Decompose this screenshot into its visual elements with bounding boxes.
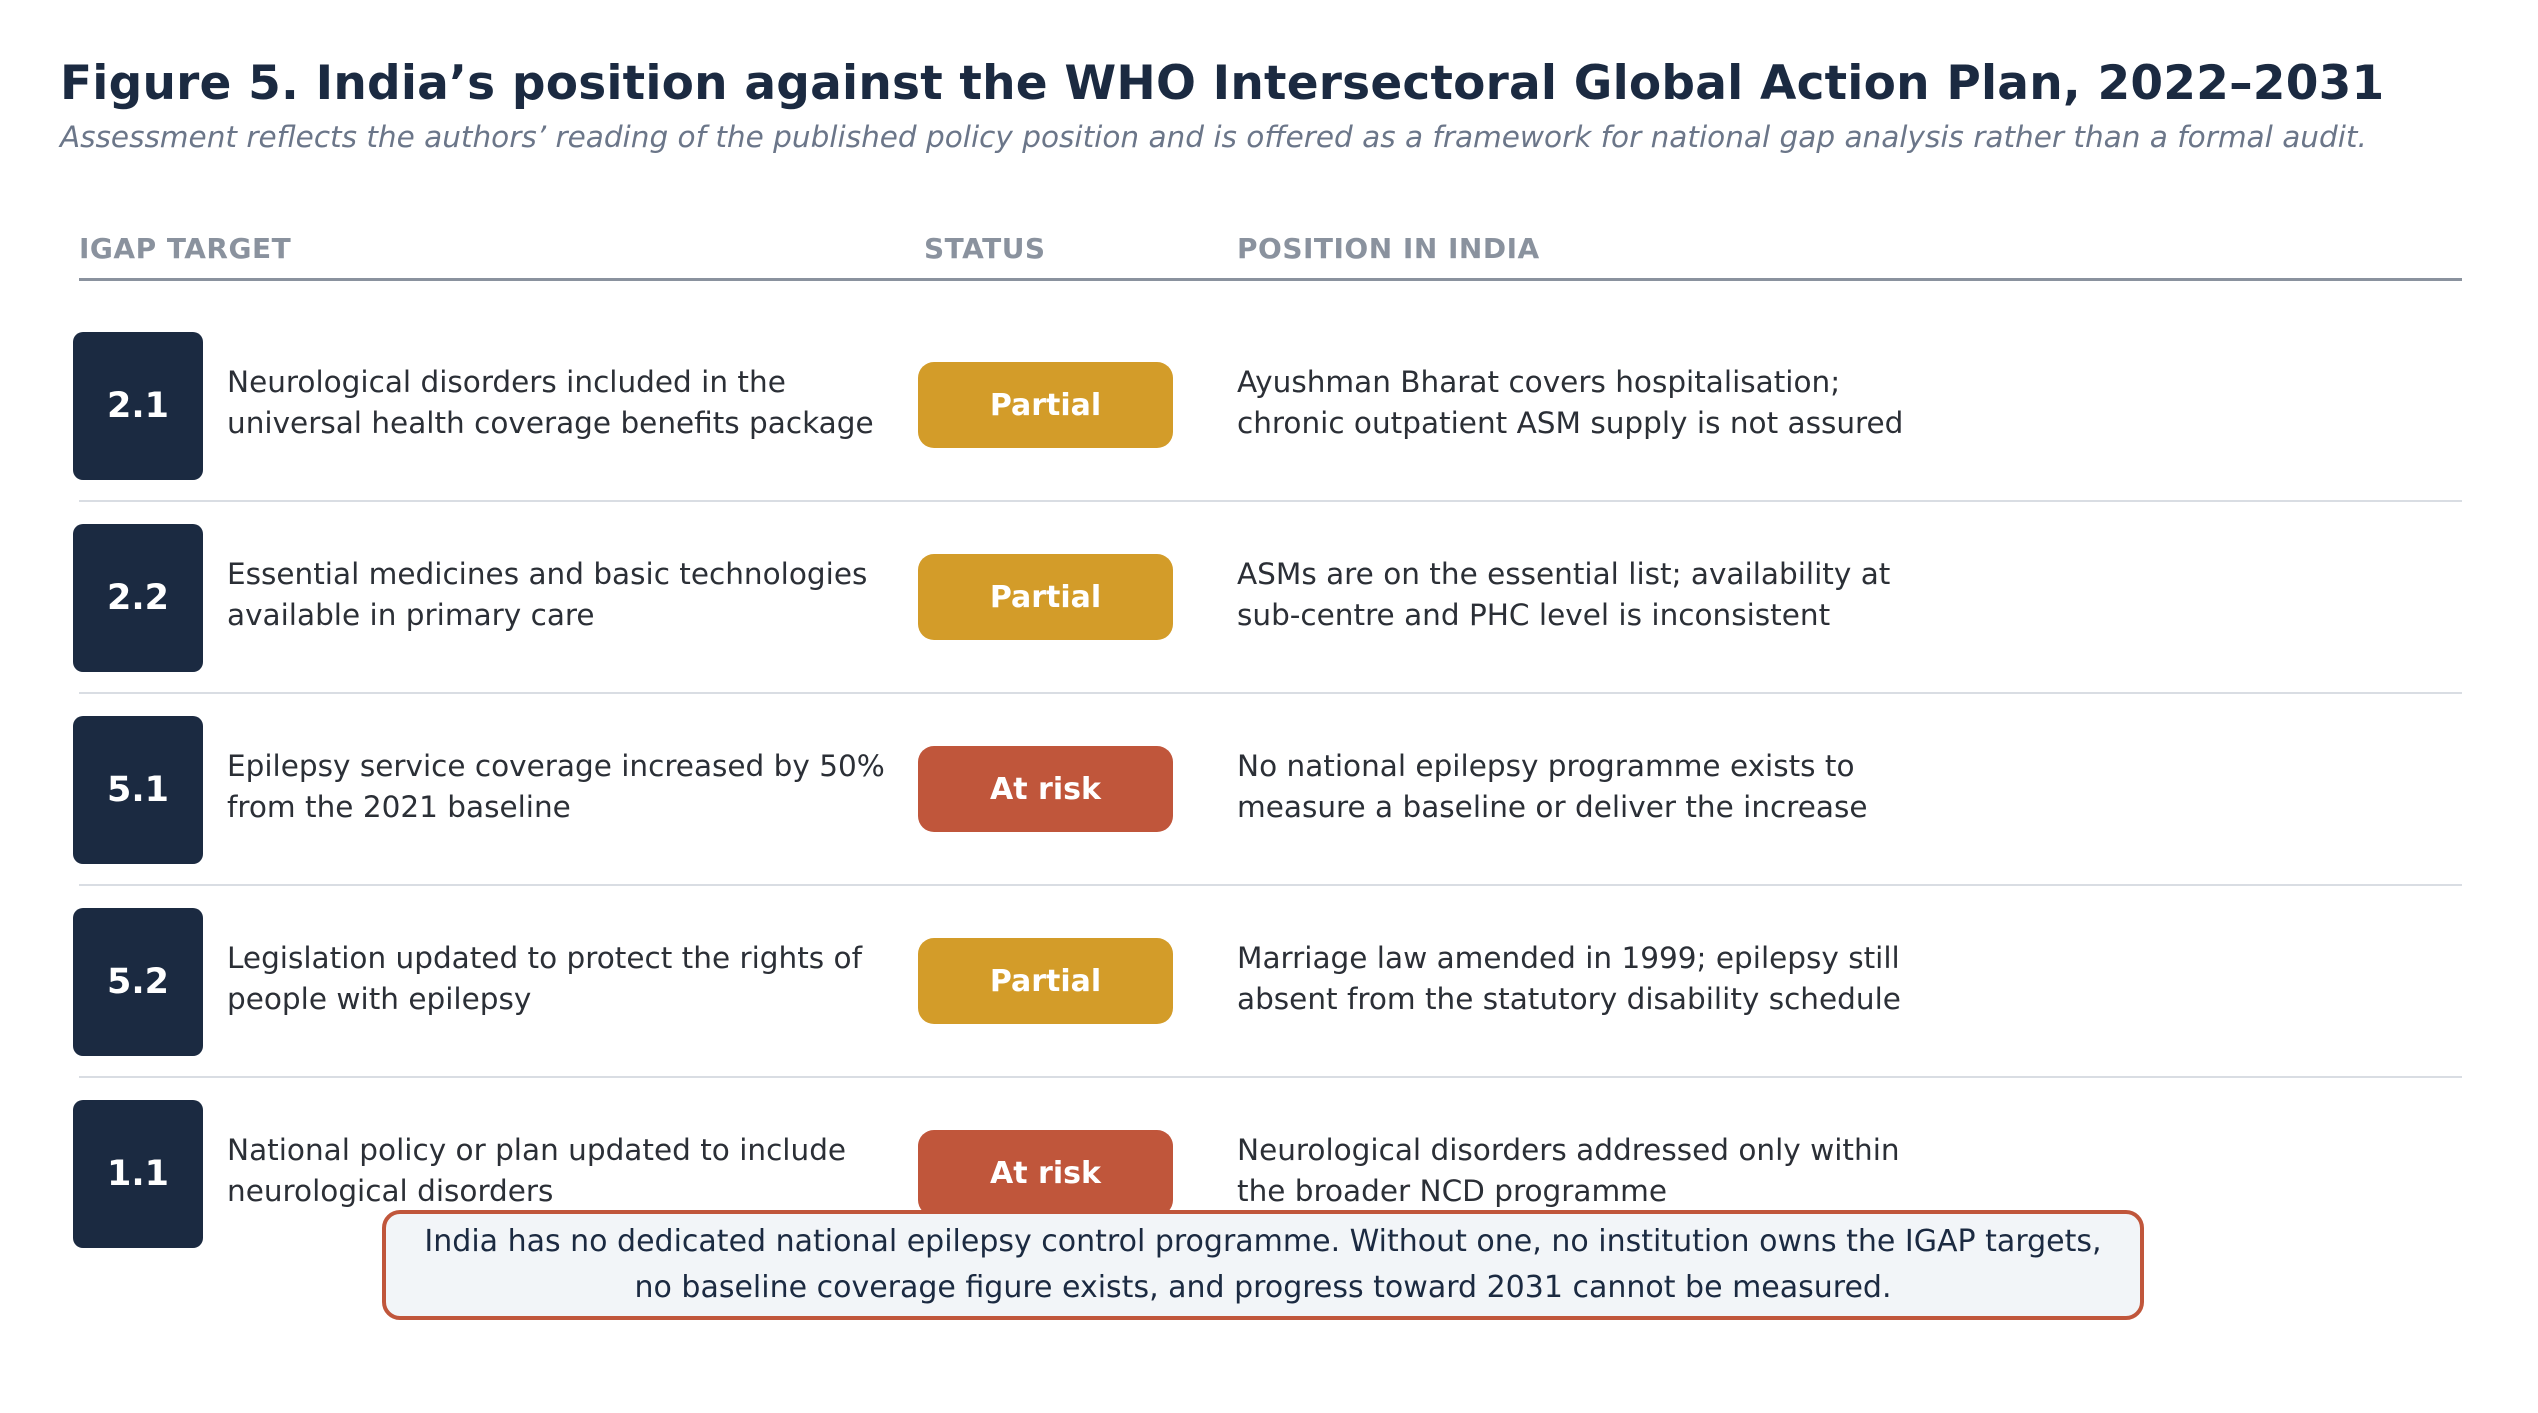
table-row: 2.1 Neurological disorders included in t… — [0, 310, 2538, 502]
status-badge: Partial — [918, 362, 1173, 448]
target-description: National policy or plan updated to inclu… — [227, 1133, 847, 1208]
target-number-badge: 2.2 — [73, 524, 203, 672]
target-number-badge: 5.1 — [73, 716, 203, 864]
table-row: 5.2 Legislation updated to protect the r… — [0, 886, 2538, 1078]
status-badge: Partial — [918, 938, 1173, 1024]
callout-line: India has no dedicated national epilepsy… — [424, 1224, 2102, 1259]
target-number-badge: 5.2 — [73, 908, 203, 1056]
figure-title: Figure 5. India’s position against the W… — [60, 56, 2385, 111]
target-description: Legislation updated to protect the right… — [227, 941, 862, 1016]
position-description: No national epilepsy programme exists to… — [1237, 749, 1868, 824]
header-status: STATUS — [924, 232, 1046, 265]
row-divider — [79, 884, 2462, 886]
figure-subtitle: Assessment reflects the authors’ reading… — [60, 120, 2367, 154]
target-description: Neurological disorders included in the u… — [227, 365, 874, 440]
target-description: Essential medicines and basic technologi… — [227, 557, 868, 632]
target-description: Epilepsy service coverage increased by 5… — [227, 749, 885, 824]
header-divider — [79, 278, 2462, 281]
position-description: Ayushman Bharat covers hospitalisation; … — [1237, 365, 1904, 440]
position-description: ASMs are on the essential list; availabi… — [1237, 557, 1891, 632]
status-badge: At risk — [918, 1130, 1173, 1216]
position-description: Neurological disorders addressed only wi… — [1237, 1133, 1900, 1208]
row-divider — [79, 1076, 2462, 1078]
status-badge: Partial — [918, 554, 1173, 640]
callout-line: no baseline coverage figure exists, and … — [634, 1270, 1892, 1305]
header-igap-target: IGAP TARGET — [79, 232, 292, 265]
row-divider — [79, 500, 2462, 502]
position-description: Marriage law amended in 1999; epilepsy s… — [1237, 941, 1901, 1016]
table-row: 1.1 National policy or plan updated to i… — [0, 1078, 2538, 1270]
header-position: POSITION IN INDIA — [1237, 232, 1540, 265]
target-number-badge: 2.1 — [73, 332, 203, 480]
status-badge: At risk — [918, 746, 1173, 832]
row-divider — [79, 692, 2462, 694]
table-row: 2.2 Essential medicines and basic techno… — [0, 502, 2538, 694]
target-number-badge: 1.1 — [73, 1100, 203, 1248]
table-row: 5.1 Epilepsy service coverage increased … — [0, 694, 2538, 886]
key-finding-callout: India has no dedicated national epilepsy… — [382, 1210, 2144, 1320]
